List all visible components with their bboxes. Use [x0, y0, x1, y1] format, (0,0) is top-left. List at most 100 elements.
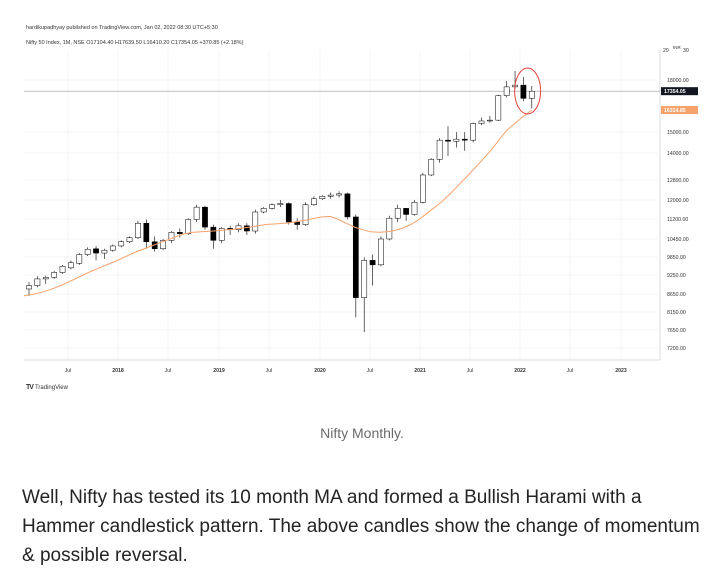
candle-up — [126, 236, 133, 244]
y-tick-label: 8650.00 — [667, 292, 686, 298]
candle-up — [327, 192, 334, 199]
candle-body — [93, 248, 99, 254]
x-tick-label: Jul — [567, 368, 574, 374]
x-tick-label: Jul — [266, 368, 273, 374]
article-paragraph: Well, Nifty has tested its 10 month MA a… — [22, 487, 700, 566]
candle-body — [160, 240, 166, 250]
candle-body — [461, 138, 468, 141]
candle-down — [244, 223, 250, 235]
candle-up — [428, 158, 435, 177]
y-tick-label: 14000.00 — [667, 151, 689, 157]
candle-up — [503, 80, 510, 98]
candle-body — [135, 223, 141, 238]
candle-up — [386, 215, 393, 241]
nifty-monthly-chart[interactable]: 18000.00 15000.00 14000.00 12800.00 12000.00… — [20, 20, 700, 396]
candle-down — [352, 214, 359, 318]
candle-up — [135, 220, 141, 239]
candle-body — [68, 262, 74, 269]
candle-body — [420, 174, 426, 203]
x-tick-label: 2019 — [213, 368, 225, 374]
candle-up — [436, 138, 443, 163]
candle-down — [461, 132, 468, 151]
candle-body — [478, 120, 485, 124]
candle-up — [76, 253, 83, 265]
candle-body — [126, 237, 133, 243]
y-tick-label: 7200.00 — [667, 346, 686, 352]
y-tick-label: 7650.00 — [667, 328, 686, 334]
candle-up — [51, 270, 57, 279]
candle-down — [285, 202, 292, 225]
candle-body — [436, 139, 443, 160]
candle-body — [109, 245, 116, 251]
candle-down — [369, 254, 376, 286]
tradingview-logo-text: TradingView — [34, 385, 68, 391]
candle-down — [520, 76, 527, 102]
candle-body — [369, 260, 376, 266]
candle-up — [378, 236, 384, 267]
candle-body — [403, 208, 409, 215]
x-tick-label: 2020 — [314, 368, 326, 374]
y-tick-label: 9850.00 — [667, 255, 686, 261]
candle-up — [84, 247, 91, 256]
candle-body — [76, 254, 83, 264]
candle-body — [269, 204, 275, 209]
candle-body — [361, 260, 368, 298]
candle-body — [84, 249, 91, 255]
candle-body — [453, 138, 460, 142]
chart-caption: Nifty Monthly. — [320, 425, 404, 441]
candle-body — [327, 194, 334, 197]
tradingview-logo: TV TradingView — [26, 384, 68, 391]
price-tag-box — [661, 106, 698, 115]
y-tick-label: 15000.00 — [667, 130, 689, 136]
candle-body — [277, 203, 284, 205]
candle-up — [26, 282, 32, 296]
candle-up — [487, 116, 493, 123]
candle-down — [403, 208, 409, 221]
candle-body — [528, 90, 535, 99]
candle-body — [59, 266, 66, 273]
candle-up — [470, 122, 476, 143]
candle-up — [311, 196, 317, 206]
x-tick-label: Jul — [367, 368, 374, 374]
candle-up — [411, 200, 418, 216]
candle-body — [168, 232, 175, 241]
candle-up — [302, 202, 309, 226]
candle-up — [495, 94, 502, 121]
candle-body — [252, 211, 259, 232]
y-tick-label: 8150.00 — [667, 310, 686, 316]
y-tick-label: 18000.00 — [667, 78, 689, 84]
candle-down — [344, 192, 351, 220]
candle-up — [528, 86, 535, 109]
price-tag-label: 16314.85 — [664, 108, 686, 114]
chart-figure: hardikupadhyay published on TradingView.… — [20, 20, 700, 396]
x-tick-label: 2022 — [514, 368, 526, 374]
candle-up — [260, 207, 267, 214]
candle-down — [176, 228, 183, 238]
candle-body — [495, 95, 502, 121]
candle-down — [202, 205, 208, 230]
x-tick-label: Jul — [65, 368, 72, 374]
candle-body — [319, 196, 326, 200]
pattern-highlight-circle — [514, 67, 542, 115]
candle-body — [101, 249, 108, 254]
candle-up — [277, 200, 284, 208]
candle-up — [118, 240, 125, 248]
candle-up — [218, 227, 225, 244]
candle-up — [101, 248, 108, 259]
candle-down — [143, 219, 150, 249]
candle-down — [210, 224, 217, 249]
x-tick-label: Jul — [165, 368, 172, 374]
candle-up — [269, 203, 275, 210]
scale-corner-label: 20 — [663, 48, 669, 54]
candle-body — [394, 208, 401, 219]
candle-body — [51, 272, 57, 278]
candle-body — [202, 206, 208, 228]
candle-body — [176, 232, 183, 234]
candle-body — [302, 204, 309, 225]
candle-up — [193, 204, 200, 222]
candle-body — [311, 198, 317, 205]
candle-body — [411, 202, 418, 215]
candle-body — [470, 123, 476, 141]
candle-up — [42, 275, 49, 284]
candle-body — [336, 193, 342, 196]
